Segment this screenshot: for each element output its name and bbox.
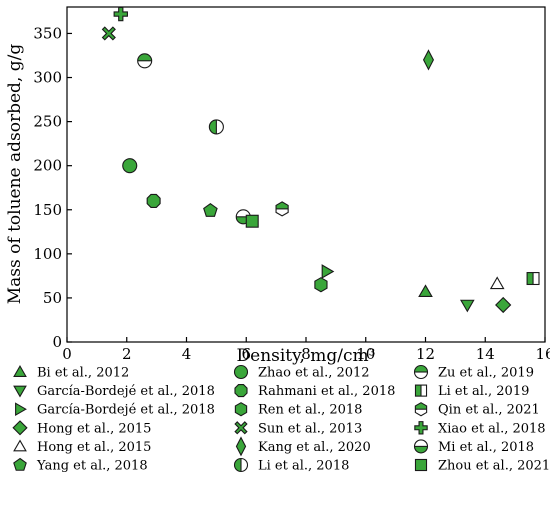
legend-marker xyxy=(234,402,248,417)
legend-item: Bi et al., 2012 xyxy=(13,365,129,381)
legend-item: Hong et al., 2015 xyxy=(13,439,151,455)
data-point xyxy=(122,158,138,174)
legend-label: Hong et al., 2015 xyxy=(37,440,151,455)
x-tick-label: 4 xyxy=(182,345,192,363)
legend-item: Li et al., 2018 xyxy=(233,457,349,474)
data-point xyxy=(489,276,505,290)
data-point xyxy=(208,119,224,135)
axis-ticks: 0 2 4 6 8 10 12 14 16 0 50 100 150 200 250 300 350 xyxy=(33,24,550,363)
legend-marker xyxy=(233,457,249,473)
legend-marker xyxy=(15,402,27,417)
legend-item: Kang et al., 2020 xyxy=(235,436,371,457)
legend-marker xyxy=(414,384,428,397)
y-tick-label: 200 xyxy=(33,157,62,175)
legend-label: Zu et al., 2019 xyxy=(438,366,534,381)
y-tick-label: 300 xyxy=(33,69,62,87)
x-tick-label: 8 xyxy=(301,345,311,363)
legend-marker xyxy=(13,365,27,377)
legend-marker xyxy=(233,364,249,380)
data-point xyxy=(314,277,328,293)
y-tick-label: 350 xyxy=(33,24,62,42)
legend-item: Qin et al., 2021 xyxy=(414,402,540,418)
legend: Bi et al., 2012 García-Bordejé et al., 20… xyxy=(12,364,550,474)
x-tick-label: 6 xyxy=(241,345,251,363)
legend-marker xyxy=(13,385,27,398)
x-tick-label: 12 xyxy=(416,345,435,363)
legend-marker xyxy=(13,457,27,471)
x-tick-label: 10 xyxy=(356,345,375,363)
legend-label: Rahmani et al., 2018 xyxy=(258,384,395,399)
x-tick-label: 2 xyxy=(122,345,132,363)
legend-label: Yang et al., 2018 xyxy=(36,459,148,474)
legend-item: Li et al., 2019 xyxy=(414,384,529,399)
y-tick-label: 0 xyxy=(52,333,62,351)
legend-marker xyxy=(414,402,428,417)
data-point xyxy=(137,53,153,69)
y-tick-label: 150 xyxy=(33,201,62,219)
y-tick-label: 50 xyxy=(43,289,62,307)
x-tick-label: 14 xyxy=(476,345,495,363)
y-tick-label: 250 xyxy=(33,113,62,131)
legend-label: Zhao et al., 2012 xyxy=(258,366,370,381)
legend-label: Li et al., 2019 xyxy=(438,384,529,399)
legend-marker xyxy=(13,439,27,452)
legend-item: Xiao et al., 2018 xyxy=(414,421,546,436)
legend-label: Bi et al., 2012 xyxy=(37,366,129,381)
legend-marker xyxy=(414,458,428,472)
legend-label: Qin et al., 2021 xyxy=(438,403,540,418)
legend-label: Sun et al., 2013 xyxy=(258,421,362,436)
data-point xyxy=(460,299,475,313)
legend-marker xyxy=(413,439,429,454)
data-point xyxy=(495,296,512,314)
y-tick-label: 100 xyxy=(33,245,62,263)
legend-item: Yang et al., 2018 xyxy=(13,457,148,474)
legend-marker xyxy=(235,436,247,457)
data-point xyxy=(275,201,289,217)
legend-label: García-Bordejé et al., 2018 xyxy=(37,384,215,399)
legend-label: Zhou et al., 2021 xyxy=(438,459,550,474)
legend-item: Zu et al., 2019 xyxy=(413,364,534,381)
data-point xyxy=(101,26,116,41)
legend-item: Zhou et al., 2021 xyxy=(414,458,550,474)
legend-item: Hong et al., 2015 xyxy=(12,420,151,436)
legend-marker xyxy=(12,420,28,436)
legend-item: Zhao et al., 2012 xyxy=(233,364,370,381)
legend-item: Sun et al., 2013 xyxy=(234,421,362,436)
legend-item: Mi et al., 2018 xyxy=(413,439,534,455)
data-point xyxy=(113,6,128,22)
data-point xyxy=(418,284,433,298)
x-tick-label: 16 xyxy=(535,345,550,363)
legend-label: Ren et al., 2018 xyxy=(258,403,362,418)
legend-label: Li et al., 2018 xyxy=(258,459,349,474)
data-point xyxy=(146,193,161,208)
data-point xyxy=(422,49,435,71)
legend-label: García-Bordejé et al., 2018 xyxy=(37,403,215,418)
y-axis-label: Mass of toluene adsorbed, g/g xyxy=(5,44,25,305)
legend-marker xyxy=(234,384,248,398)
legend-marker xyxy=(413,364,429,380)
legend-marker xyxy=(414,421,428,435)
legend-label: Xiao et al., 2018 xyxy=(438,421,546,436)
legend-item: Rahmani et al., 2018 xyxy=(234,384,395,399)
x-tick-label: 0 xyxy=(62,345,72,363)
legend-marker xyxy=(234,421,248,435)
x-axis-label: Density, mg/cm³ xyxy=(237,346,376,366)
legend-item: García-Bordejé et al., 2018 xyxy=(13,384,215,399)
legend-label: Kang et al., 2020 xyxy=(258,440,371,455)
legend-item: García-Bordejé et al., 2018 xyxy=(15,402,215,418)
legend-label: Hong et al., 2015 xyxy=(37,421,151,436)
data-point xyxy=(526,272,540,286)
legend-label: Mi et al., 2018 xyxy=(438,440,534,455)
data-points xyxy=(101,6,540,314)
data-point xyxy=(321,264,335,279)
legend-item: Ren et al., 2018 xyxy=(234,402,362,418)
data-point xyxy=(245,214,259,228)
data-point xyxy=(203,202,218,217)
